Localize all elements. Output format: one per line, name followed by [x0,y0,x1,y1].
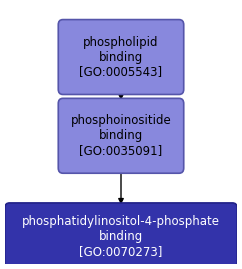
FancyBboxPatch shape [58,20,184,94]
Text: phosphatidylinositol-4-phosphate
binding
[GO:0070273]: phosphatidylinositol-4-phosphate binding… [22,215,220,258]
Text: phospholipid
binding
[GO:0005543]: phospholipid binding [GO:0005543] [79,36,163,79]
FancyBboxPatch shape [5,203,237,269]
Text: phosphoinositide
binding
[GO:0035091]: phosphoinositide binding [GO:0035091] [71,114,171,157]
FancyBboxPatch shape [58,98,184,173]
